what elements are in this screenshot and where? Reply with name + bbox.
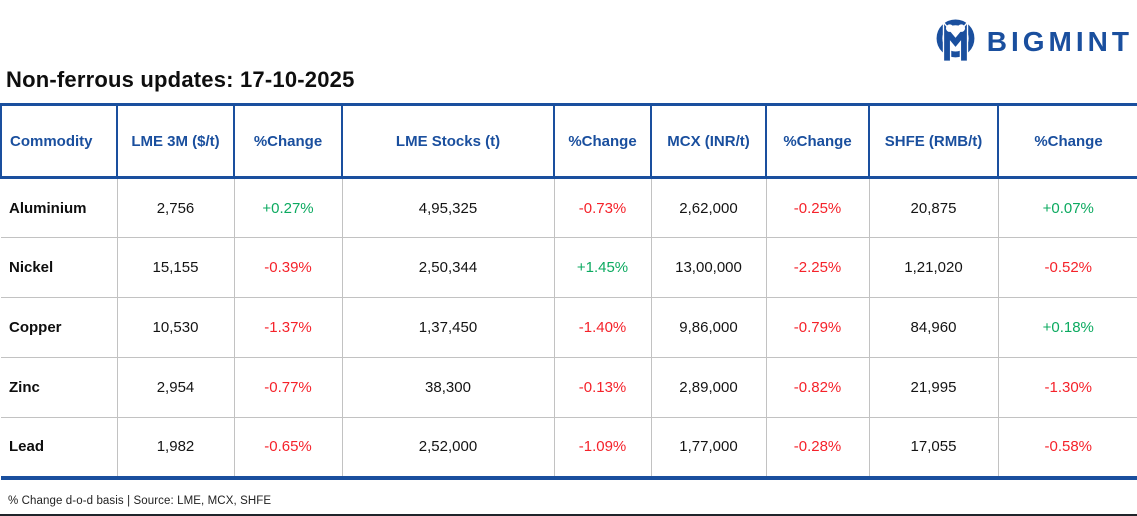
cell-shfe: 84,960 <box>868 297 998 358</box>
cell-shfe: 20,875 <box>868 177 998 238</box>
column-header-shfe: SHFE (RMB/t) <box>868 104 998 179</box>
cell-lme_3m: 2,954 <box>116 357 234 418</box>
cell-lme_3m_change: -0.39% <box>233 237 342 298</box>
table-row: Lead 1,982 -0.65% 2,52,000 -1.09% 1,77,000 -0.… <box>1 417 1137 478</box>
cell-lme_3m: 10,530 <box>116 297 234 358</box>
cell-lme_stocks_change: -0.73% <box>553 177 651 238</box>
cell-lme_3m_change: -0.65% <box>233 417 342 478</box>
cell-shfe_change: -1.30% <box>997 357 1137 418</box>
column-header-lme_stocks: LME Stocks (t) <box>341 104 554 179</box>
column-header-lme_3m: LME 3M ($/t) <box>116 104 234 179</box>
cell-mcx: 1,77,000 <box>650 417 766 478</box>
bottom-divider <box>0 514 1137 516</box>
cell-lme_3m_change: -1.37% <box>233 297 342 358</box>
cell-lme_stocks_change: -1.40% <box>553 297 651 358</box>
table-row: Copper 10,530 -1.37% 1,37,450 -1.40% 9,86,000… <box>1 297 1137 358</box>
cell-lme_3m: 1,982 <box>116 417 234 478</box>
cell-mcx: 2,89,000 <box>650 357 766 418</box>
column-header-lme_stocks_change: %Change <box>553 104 651 179</box>
brand-logo: BIGMINT <box>933 17 1133 66</box>
cell-lme_stocks: 4,95,325 <box>341 177 554 238</box>
cell-lme_stocks: 38,300 <box>341 357 554 418</box>
page-title: Non-ferrous updates: 17-10-2025 <box>6 67 355 92</box>
cell-mcx_change: -0.28% <box>765 417 869 478</box>
column-header-commodity: Commodity <box>0 104 117 179</box>
bigmint-logo-icon <box>936 19 975 61</box>
cell-mcx_change: -2.25% <box>765 237 869 298</box>
table-body: Aluminium 2,756 +0.27% 4,95,325 -0.73% 2,62,0… <box>1 177 1137 478</box>
brand-name: BIGMINT <box>986 25 1133 57</box>
cell-commodity: Zinc <box>1 357 117 418</box>
cell-shfe_change: +0.18% <box>997 297 1137 358</box>
commodity-price-table: Commodity LME 3M ($/t) %Change LME Stocks (… <box>0 103 1137 480</box>
cell-commodity: Nickel <box>1 237 117 298</box>
cell-lme_3m: 15,155 <box>116 237 234 298</box>
cell-shfe: 17,055 <box>868 417 998 478</box>
source-note: % Change d-o-d basis | Source: LME, MCX,… <box>8 495 272 507</box>
table-header: Commodity LME 3M ($/t) %Change LME Stocks (… <box>0 104 1137 179</box>
column-header-mcx_change: %Change <box>765 104 869 179</box>
cell-lme_stocks: 2,50,344 <box>341 237 554 298</box>
cell-shfe: 21,995 <box>868 357 998 418</box>
table-row: Zinc 2,954 -0.77% 38,300 -0.13% 2,89,000 -0.82… <box>1 357 1137 418</box>
cell-mcx: 13,00,000 <box>650 237 766 298</box>
cell-mcx: 9,86,000 <box>650 297 766 358</box>
column-header-shfe_change: %Change <box>997 104 1137 179</box>
cell-lme_3m: 2,756 <box>116 177 234 238</box>
cell-lme_stocks: 2,52,000 <box>341 417 554 478</box>
table-row: Aluminium 2,756 +0.27% 4,95,325 -0.73% 2,62,0… <box>1 177 1137 238</box>
cell-lme_3m_change: -0.77% <box>233 357 342 418</box>
cell-shfe_change: +0.07% <box>997 177 1137 238</box>
cell-commodity: Copper <box>1 297 117 358</box>
cell-mcx_change: -0.82% <box>765 357 869 418</box>
column-header-lme_3m_change: %Change <box>233 104 342 179</box>
cell-commodity: Aluminium <box>9 199 87 217</box>
cell-mcx_change: -0.79% <box>765 297 869 358</box>
cell-lme_stocks_change: -0.13% <box>553 357 651 418</box>
cell-lme_3m_change: +0.27% <box>233 177 342 238</box>
table-header-row: Commodity LME 3M ($/t) %Change LME Stocks (… <box>0 104 1137 179</box>
cell-lme_stocks_change: +1.45% <box>553 237 651 298</box>
cell-shfe_change: -0.52% <box>997 237 1137 298</box>
column-header-mcx: MCX (INR/t) <box>650 104 766 179</box>
cell-lme_stocks_change: -1.09% <box>553 417 651 478</box>
cell-shfe: 1,21,020 <box>868 237 998 298</box>
cell-mcx: 2,62,000 <box>650 177 766 238</box>
cell-lme_stocks: 1,37,450 <box>341 297 554 358</box>
cell-shfe_change: -0.58% <box>997 417 1137 478</box>
cell-commodity: Lead <box>1 417 117 478</box>
table-row: Nickel 15,155 -0.39% 2,50,344 +1.45% 13,00,00… <box>1 237 1137 298</box>
cell-mcx_change: -0.25% <box>765 177 869 238</box>
